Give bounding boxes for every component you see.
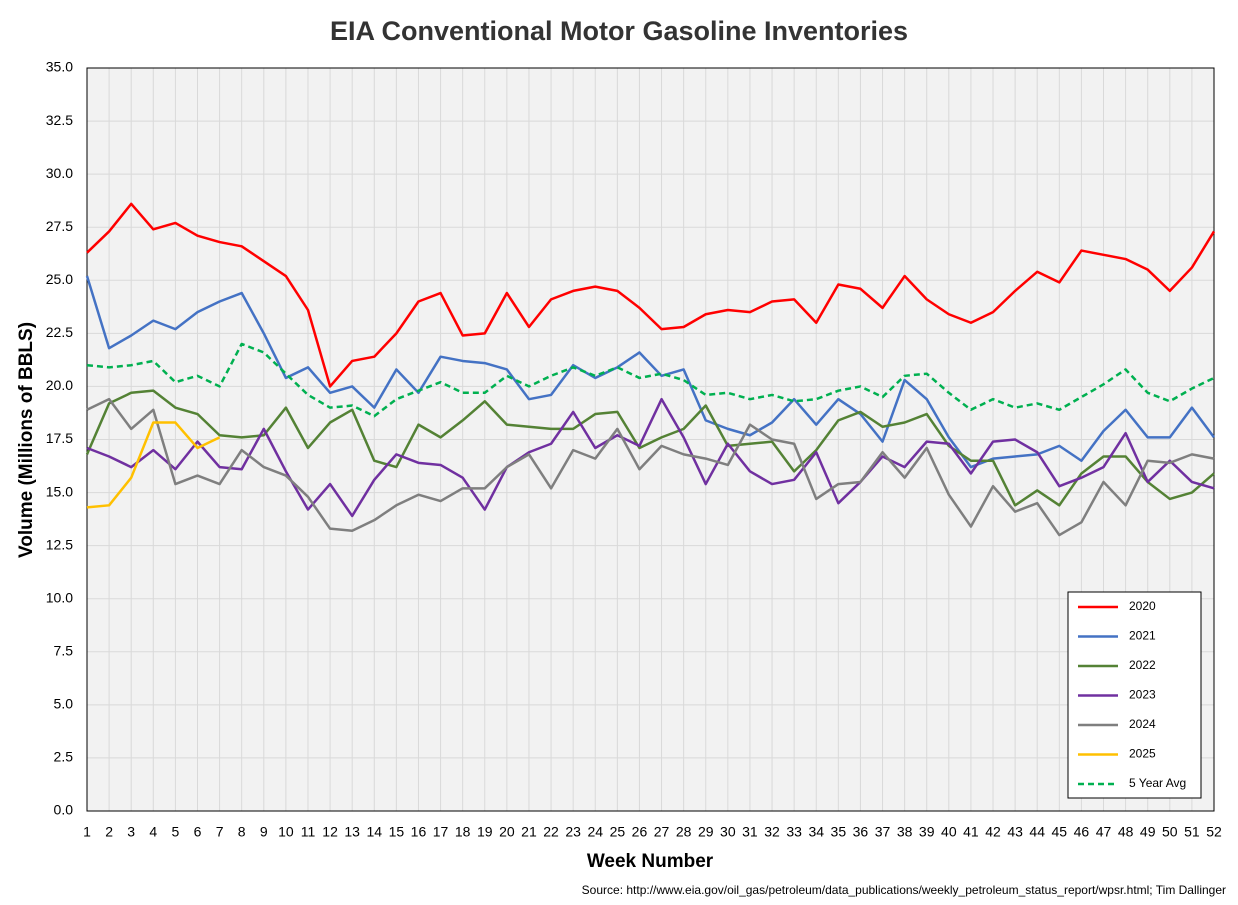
- x-tick-label: 37: [875, 824, 891, 840]
- x-tick-label: 39: [919, 824, 935, 840]
- x-tick-label: 42: [985, 824, 1001, 840]
- y-tick-label: 20.0: [46, 377, 73, 393]
- x-tick-label: 48: [1118, 824, 1134, 840]
- x-tick-label: 16: [411, 824, 427, 840]
- x-tick-label: 3: [127, 824, 135, 840]
- y-tick-label: 2.5: [54, 749, 74, 765]
- legend: 2020 2021 2022 2023 2024 2025 5 Year Avg: [1067, 591, 1202, 799]
- plot-border: [86, 67, 1215, 812]
- x-tick-label: 38: [897, 824, 913, 840]
- legend-label: 2025: [1129, 747, 1156, 761]
- x-tick-label: 22: [543, 824, 559, 840]
- x-tick-label: 1: [83, 824, 91, 840]
- y-tick-label: 32.5: [46, 112, 73, 128]
- series-line: [85, 275, 1216, 469]
- x-tick-label: 23: [565, 824, 581, 840]
- y-tick-label: 25.0: [46, 271, 73, 287]
- x-tick-label: 41: [963, 824, 979, 840]
- legend-label: 2023: [1129, 688, 1156, 702]
- x-tick-label: 50: [1162, 824, 1178, 840]
- x-tick-label: 46: [1074, 824, 1090, 840]
- x-tick-label: 9: [260, 824, 268, 840]
- x-tick-label: 24: [587, 824, 603, 840]
- y-tick-label: 30.0: [46, 165, 73, 181]
- x-tick-label: 27: [654, 824, 670, 840]
- x-tick-label: 35: [831, 824, 847, 840]
- x-tick-label: 13: [344, 824, 360, 840]
- x-tick-label: 20: [499, 824, 515, 840]
- x-tick-label: 30: [720, 824, 736, 840]
- y-tick-label: 5.0: [54, 696, 74, 712]
- y-tick-label: 10.0: [46, 589, 73, 605]
- y-tick-label: 12.5: [46, 536, 73, 552]
- y-tick-label: 17.5: [46, 430, 73, 446]
- x-tick-label: 31: [742, 824, 758, 840]
- x-tick-label: 33: [786, 824, 802, 840]
- series-line: [86, 421, 221, 509]
- x-tick-label: 21: [521, 824, 537, 840]
- series-line: [86, 342, 1215, 418]
- x-tick-label: 5: [171, 824, 179, 840]
- x-axis-title: Week Number: [587, 851, 714, 872]
- legend-label: 2021: [1129, 629, 1156, 643]
- x-tick-label: 6: [194, 824, 202, 840]
- x-tick-label: 25: [610, 824, 626, 840]
- y-tick-label: 27.5: [46, 218, 73, 234]
- legend-label: 2024: [1129, 717, 1156, 731]
- x-tick-label: 14: [366, 824, 382, 840]
- x-tick-label: 45: [1052, 824, 1068, 840]
- x-tick-label: 17: [433, 824, 449, 840]
- x-tick-label: 10: [278, 824, 294, 840]
- x-tick-label: 11: [301, 824, 316, 840]
- x-tick-label: 8: [238, 824, 246, 840]
- series-line: [86, 202, 1216, 388]
- y-tick-label: 7.5: [54, 642, 74, 658]
- series-line: [86, 397, 1215, 518]
- x-tick-label: 52: [1206, 824, 1222, 840]
- y-tick-label: 22.5: [46, 324, 73, 340]
- x-tick-label: 29: [698, 824, 714, 840]
- x-tick-label: 12: [322, 824, 338, 840]
- x-tick-label: 26: [632, 824, 648, 840]
- y-tick-label: 0.0: [54, 802, 74, 818]
- x-tick-label: 7: [216, 824, 224, 840]
- x-tick-label: 40: [941, 824, 957, 840]
- source-note: Source: http://www.eia.gov/oil_gas/petro…: [582, 883, 1226, 897]
- x-tick-label: 18: [455, 824, 471, 840]
- x-tick-label: 28: [676, 824, 692, 840]
- y-tick-label: 35.0: [46, 59, 73, 75]
- series-line: [85, 389, 1215, 507]
- x-tick-label: 44: [1029, 824, 1045, 840]
- x-tick-label: 51: [1184, 824, 1200, 840]
- x-tick-label: 2: [105, 824, 113, 840]
- series-line: [86, 397, 1215, 537]
- x-tick-label: 19: [477, 824, 493, 840]
- x-tick-label: 47: [1096, 824, 1112, 840]
- x-tick-label: 32: [764, 824, 780, 840]
- y-axis-title: Volume (Millions of BBLS): [16, 322, 37, 558]
- legend-label: 2022: [1129, 658, 1156, 672]
- y-tick-label: 15.0: [46, 483, 73, 499]
- x-tick-label: 4: [149, 824, 157, 840]
- x-tick-label: 43: [1007, 824, 1023, 840]
- x-tick-label: 34: [808, 824, 824, 840]
- x-tick-label: 49: [1140, 824, 1156, 840]
- legend-label: 5 Year Avg: [1129, 776, 1186, 790]
- x-tick-label: 15: [389, 824, 405, 840]
- x-tick-label: 36: [853, 824, 869, 840]
- chart-title: EIA Conventional Motor Gasoline Inventor…: [330, 16, 908, 46]
- legend-label: 2020: [1129, 599, 1156, 613]
